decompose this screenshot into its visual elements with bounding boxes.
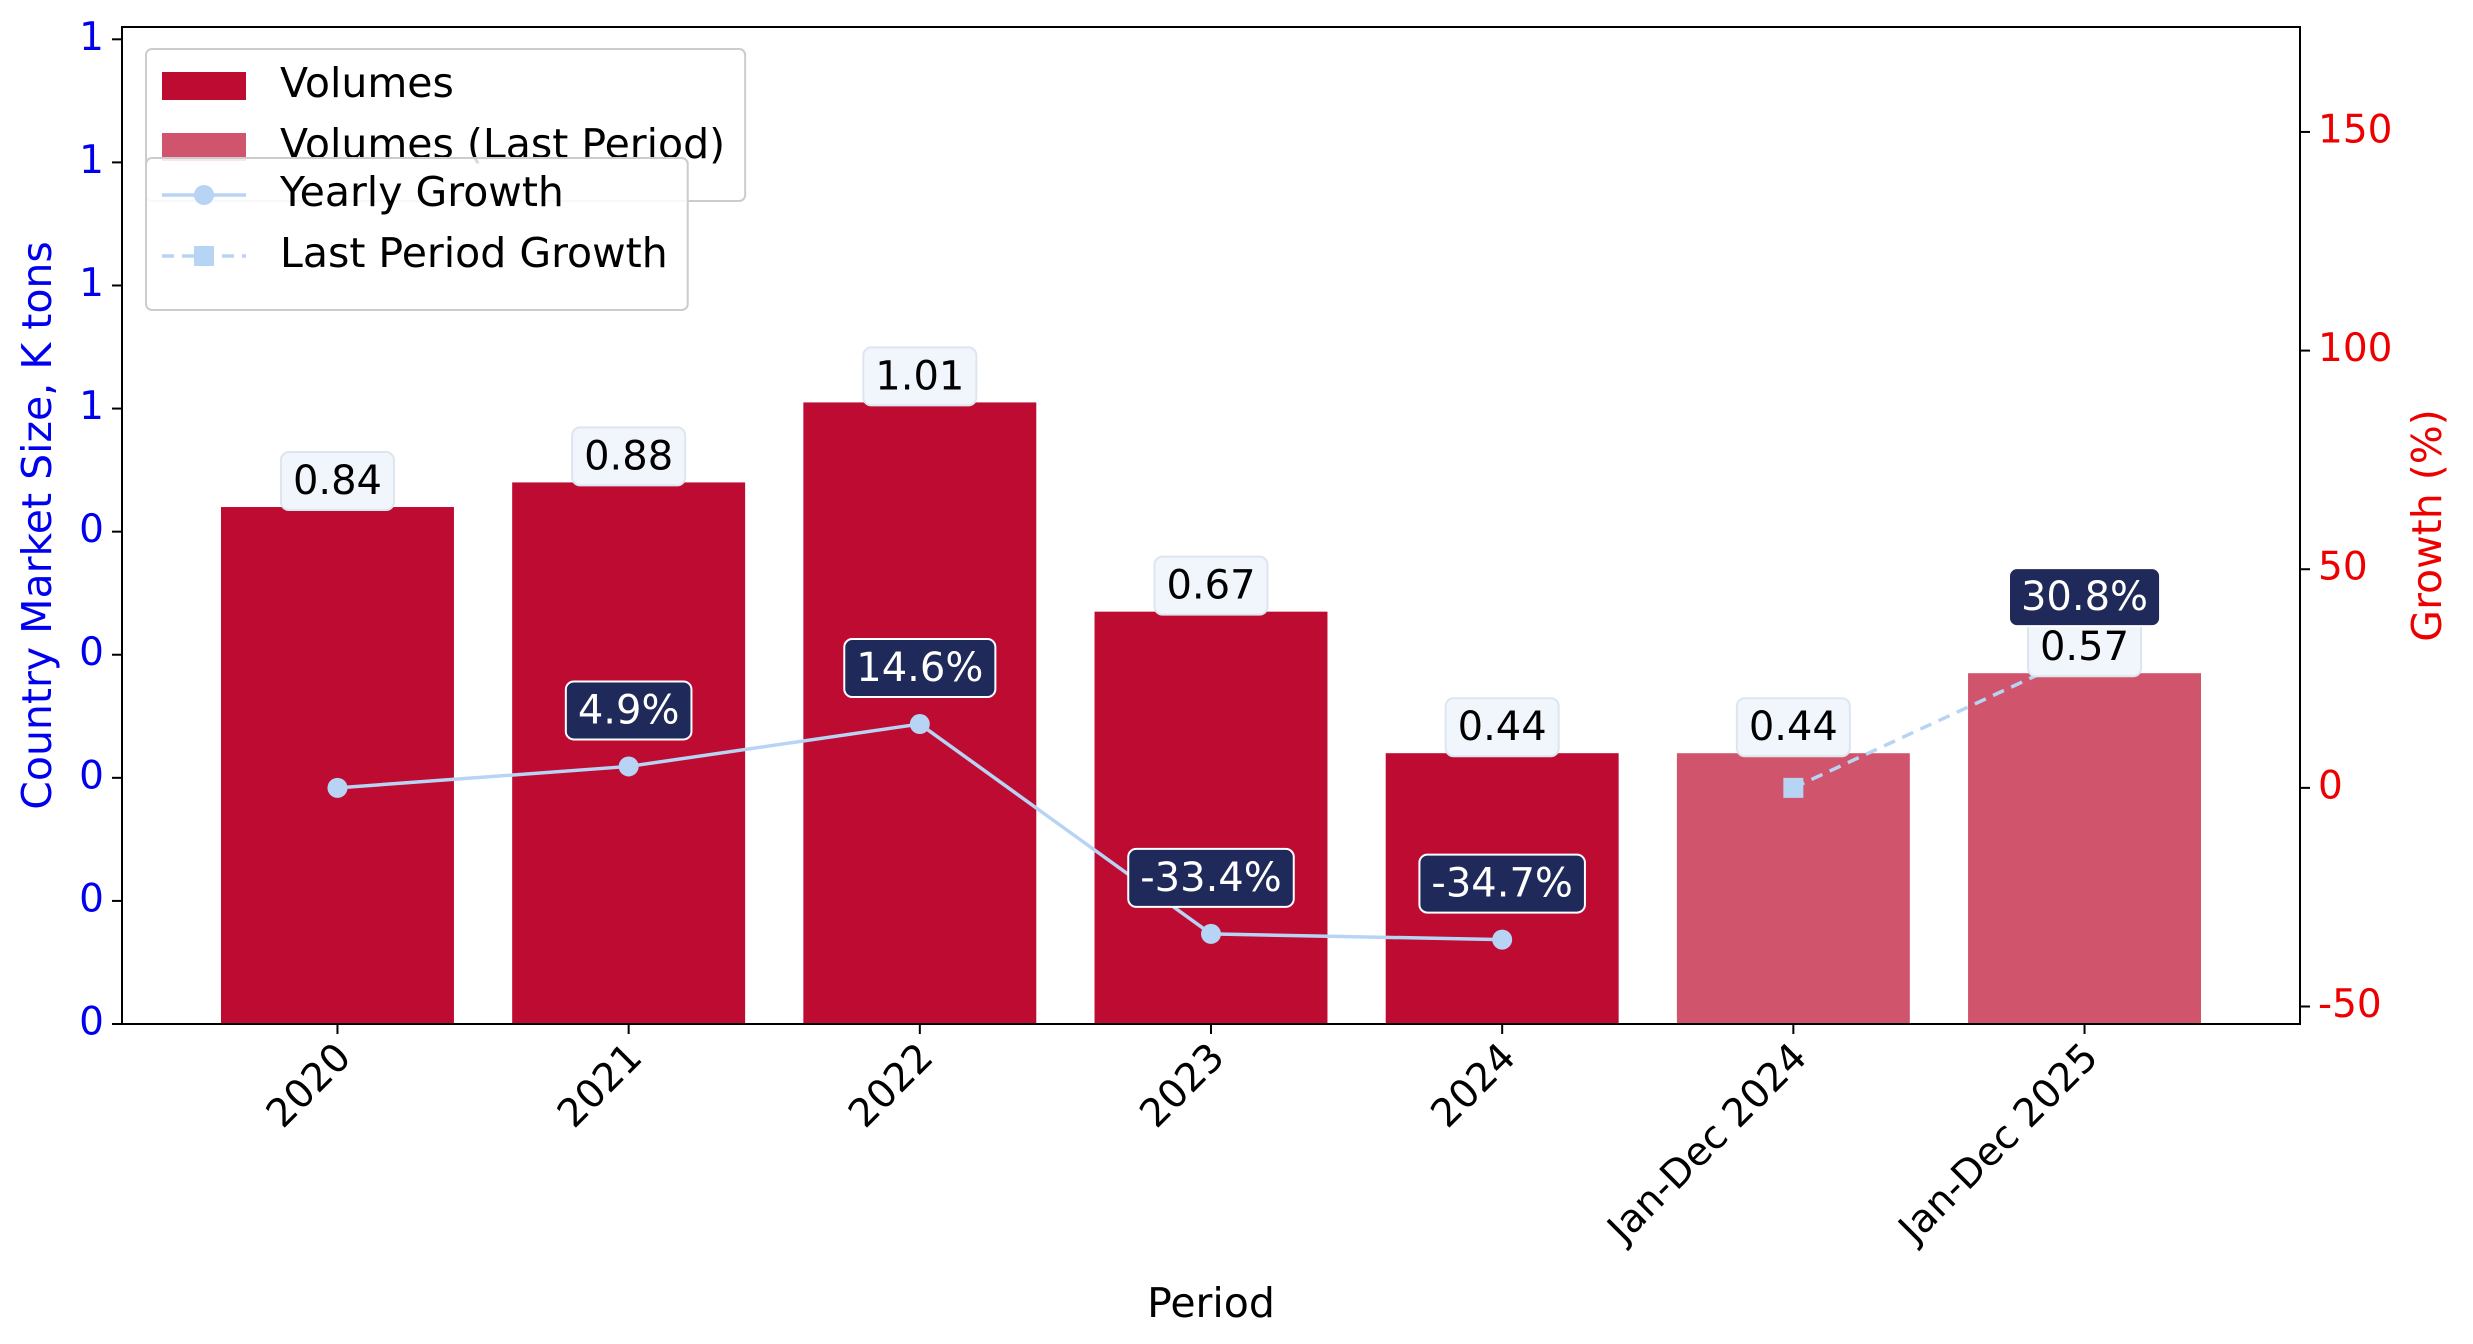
y-axis-label: Country Market Size, K tons	[13, 241, 61, 810]
bar-value-label: 0.57	[2040, 624, 2129, 670]
y2-tick-label: 50	[2318, 545, 2368, 590]
labels: 0.84 0.88 1.01 0.67 0.44 0.44 0.57 4.9% 14.6% -33…	[279, 346, 2162, 914]
label-box	[862, 346, 978, 407]
growth-marker	[618, 756, 639, 777]
legend-box	[145, 157, 689, 311]
growth-marker	[1783, 777, 1804, 798]
y-tick-label: 0	[79, 1000, 104, 1045]
y-tick-label: 1	[79, 261, 104, 306]
legend-marker	[194, 246, 214, 266]
y-tick-label: 0	[79, 507, 104, 552]
label-box	[571, 426, 687, 487]
bar	[1968, 673, 2201, 1024]
bar	[1094, 611, 1328, 1024]
label-box	[1444, 697, 1560, 758]
y2-tick-label: 100	[2318, 326, 2392, 371]
growth-marker	[1492, 929, 1513, 950]
y2-tick-label: 0	[2318, 763, 2343, 808]
label-box	[1153, 555, 1269, 616]
y-tick-label: 0	[79, 630, 104, 675]
bar	[221, 507, 454, 1024]
legend-marker	[194, 185, 214, 205]
y-tick-label: 1	[79, 384, 104, 429]
growth-marker	[1201, 923, 1221, 944]
bar-value-label: 0.84	[293, 458, 382, 504]
label-box	[1418, 853, 1586, 914]
y-tick-label: 0	[79, 753, 104, 798]
label-box	[1127, 847, 1295, 908]
legend-label: Volumes	[280, 59, 454, 107]
bar	[512, 482, 746, 1024]
legend-swatch	[162, 133, 246, 161]
x-axis-label: Period	[1147, 1279, 1275, 1327]
growth-marker	[327, 777, 348, 798]
y-tick-label: 0	[79, 876, 104, 921]
label-box	[843, 638, 997, 699]
growth-marker	[909, 714, 930, 735]
y-tick-label: 1	[79, 138, 104, 183]
growth-value-label: -33.4%	[1140, 855, 1282, 901]
bar	[1676, 753, 1910, 1024]
growth-value-label: -34.7%	[1431, 861, 1573, 907]
label-box	[2007, 567, 2162, 628]
bar-value-label: 0.67	[1166, 563, 1255, 609]
label-box	[564, 680, 693, 741]
bar-value-label: 1.01	[875, 353, 964, 399]
y2-tick-label: -50	[2318, 982, 2382, 1027]
legend-label: Last Period Growth	[280, 229, 668, 277]
y2-tick-label: 150	[2318, 107, 2392, 152]
bar-value-label: 0.88	[584, 433, 673, 479]
growth-value-label: 4.9%	[578, 687, 680, 733]
y2-axis-label: Growth (%)	[2403, 409, 2451, 641]
growth-value-label: 14.6%	[856, 645, 983, 691]
y-tick-label: 1	[79, 15, 104, 60]
bar	[803, 402, 1037, 1024]
label-box	[1735, 697, 1851, 758]
bar-value-label: 0.44	[1749, 704, 1838, 750]
legend-swatch	[162, 72, 246, 100]
growth-value-label: 30.8%	[2021, 574, 2148, 620]
bar-value-label: 0.44	[1458, 704, 1547, 750]
legend-label: Yearly Growth	[279, 168, 564, 216]
label-box	[279, 451, 396, 512]
